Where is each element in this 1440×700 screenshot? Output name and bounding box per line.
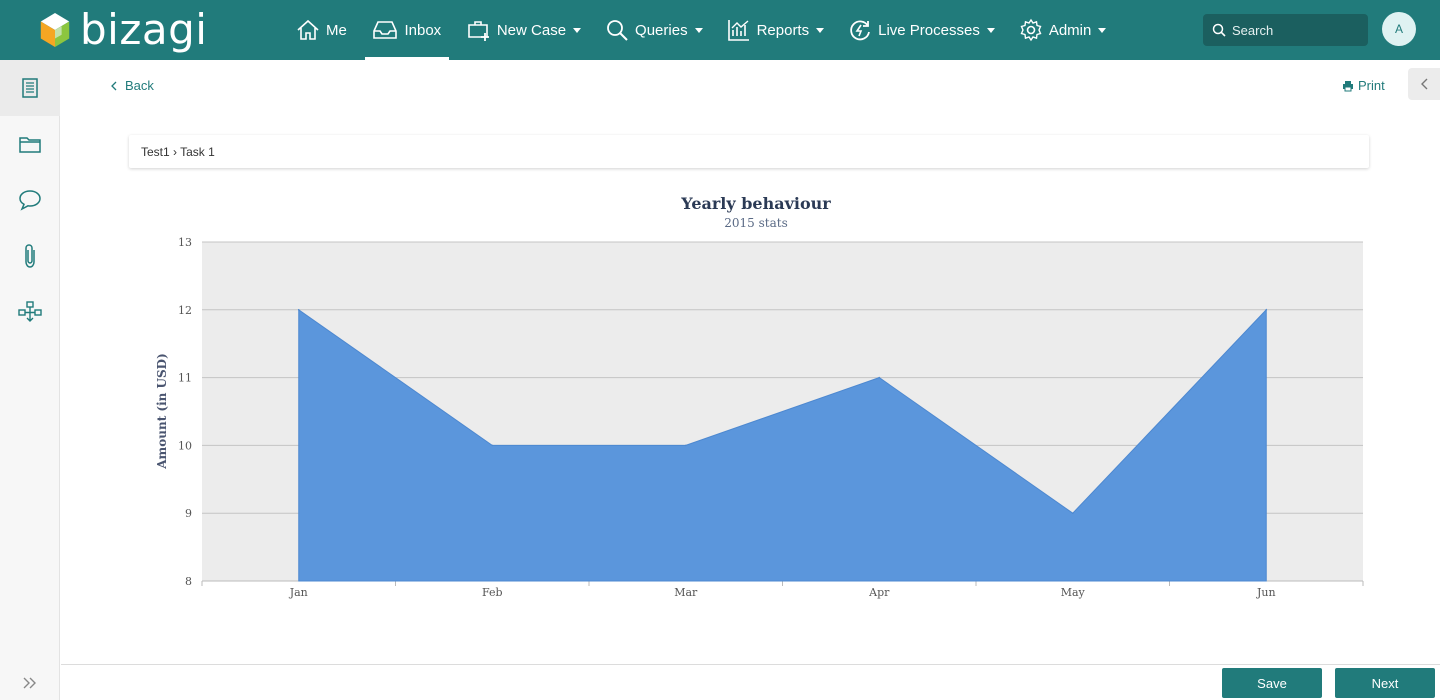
main-nav: Me Inbox New Case Queries Reports Live P… [290, 0, 1124, 60]
top-bar: bizagi Me Inbox New Case Queries Reports [0, 0, 1440, 60]
y-tick-label: 11 [178, 372, 192, 385]
nav-label: Admin [1048, 21, 1092, 39]
footer-bar [61, 664, 1440, 700]
chart-y-axis-label: Amount (in USD) [155, 353, 169, 470]
save-button[interactable]: Save [1222, 668, 1322, 698]
nav-label: Inbox [404, 21, 442, 39]
nav-item-live-processes[interactable]: Live Processes [842, 0, 1001, 60]
nav-item-new-case[interactable]: New Case [461, 0, 587, 60]
nav-item-reports[interactable]: Reports [721, 0, 831, 60]
data-point [684, 444, 687, 447]
nav-label: New Case [496, 21, 567, 39]
caret-down-icon [1098, 27, 1107, 33]
x-tick-label: Apr [868, 586, 890, 599]
data-point [1265, 309, 1268, 311]
inbox-icon [373, 21, 398, 39]
nav-label: Reports [756, 21, 810, 39]
plot-area: 8 9 10 11 12 13 Jan Feb Mar Apr May Jun [178, 236, 1364, 599]
data-point [297, 309, 300, 311]
chart-title: Yearly behaviour [680, 194, 831, 213]
sidebar-item-comments[interactable] [0, 172, 60, 228]
collapse-panel-button[interactable] [1408, 68, 1440, 100]
chevron-left-icon [111, 81, 117, 90]
gear-icon [1020, 18, 1042, 42]
workflow-icon [18, 301, 42, 322]
chevron-left-icon [1421, 78, 1428, 90]
area-chart: Yearly behaviour 2015 stats Amount (in U… [130, 185, 1380, 605]
caret-down-icon [573, 27, 582, 33]
data-point [878, 376, 881, 379]
nav-label: Live Processes [878, 21, 980, 39]
sidebar-expand-button[interactable] [0, 668, 60, 698]
x-tick-label: Mar [674, 586, 698, 599]
attachment-icon [25, 244, 35, 268]
back-link[interactable]: Back [110, 78, 154, 93]
y-tick-label: 12 [178, 304, 192, 317]
double-chevron-right-icon [23, 677, 36, 689]
caret-down-icon [694, 27, 703, 33]
search-input[interactable] [1232, 22, 1362, 38]
comment-icon [19, 190, 41, 211]
bizagi-logo[interactable]: bizagi [38, 5, 207, 55]
bizagi-logo-icon [40, 12, 70, 48]
next-button[interactable]: Next [1335, 668, 1435, 698]
data-point [491, 444, 494, 447]
print-link[interactable]: Print [1342, 78, 1385, 93]
sidebar-item-attachments[interactable] [0, 228, 60, 284]
nav-label: Queries [635, 21, 688, 39]
chart-svg: Yearly behaviour 2015 stats Amount (in U… [155, 194, 1364, 599]
caret-down-icon [816, 27, 825, 33]
nav-item-queries[interactable]: Queries [599, 0, 709, 60]
x-tick-label: Jun [1256, 586, 1276, 599]
search-icon [1212, 23, 1226, 37]
folder-icon [19, 137, 41, 153]
nav-item-me[interactable]: Me [290, 0, 353, 60]
chart-icon [727, 20, 749, 41]
form-icon [22, 78, 38, 98]
user-avatar[interactable]: A [1382, 12, 1416, 46]
logo-text: bizagi [80, 5, 208, 54]
new-case-icon [468, 21, 489, 41]
sidebar-item-form[interactable] [0, 60, 60, 116]
caret-down-icon [986, 27, 995, 33]
y-tick-label: 13 [178, 236, 192, 249]
nav-item-inbox[interactable]: Inbox [364, 0, 449, 60]
search-icon [607, 20, 628, 41]
nav-item-admin[interactable]: Admin [1013, 0, 1113, 60]
x-tick-label: May [1061, 586, 1086, 599]
sidebar-item-folder[interactable] [0, 116, 60, 172]
chart-subtitle: 2015 stats [724, 216, 787, 230]
breadcrumb: Test1 › Task 1 [129, 135, 1369, 168]
sidebar-item-workflow[interactable] [0, 284, 60, 340]
y-tick-label: 8 [185, 575, 192, 588]
printer-icon [1343, 80, 1353, 91]
home-icon [297, 19, 319, 40]
live-processes-icon [850, 20, 870, 41]
back-label: Back [125, 78, 154, 93]
x-tick-label: Feb [482, 586, 503, 599]
search-box [1203, 14, 1368, 46]
x-tick-label: Jan [289, 586, 308, 599]
print-label: Print [1358, 78, 1385, 93]
nav-label: Me [326, 21, 347, 39]
data-point [1071, 512, 1074, 514]
left-sidebar [0, 60, 60, 700]
y-tick-label: 10 [178, 439, 192, 452]
y-tick-label: 9 [185, 507, 192, 520]
